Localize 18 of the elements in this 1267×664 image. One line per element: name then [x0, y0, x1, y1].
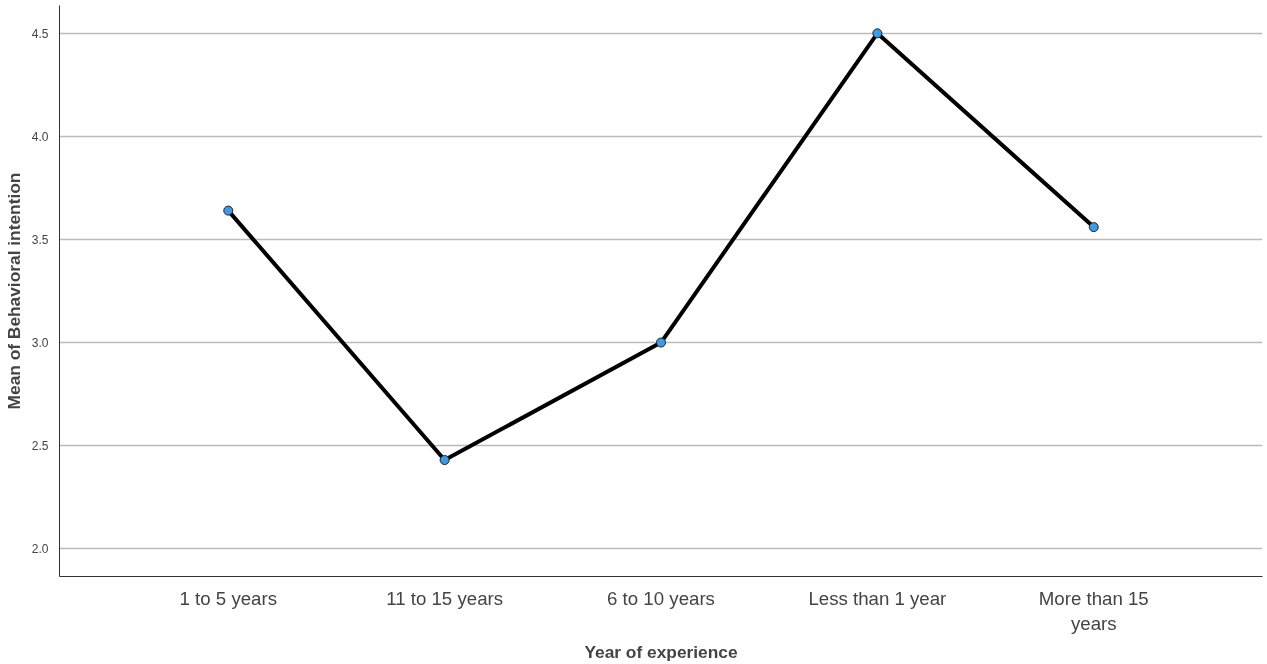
y-tick-label: 4.5 — [31, 26, 49, 41]
point — [439, 455, 450, 466]
y-tick-label: 2.0 — [31, 542, 49, 557]
point — [872, 28, 883, 39]
x-tick-label: 6 to 10 years — [607, 587, 715, 609]
x-tick-label: 11 to 15 years — [386, 587, 504, 609]
y-tick-label: 3.0 — [31, 336, 49, 351]
point — [223, 205, 234, 216]
point — [1088, 222, 1099, 233]
point — [656, 337, 666, 348]
y-tick-label: 4.0 — [31, 129, 49, 144]
x-tick-label: More than 15 years — [1038, 587, 1149, 634]
x-axis-title: Year of experience — [584, 641, 738, 662]
x-tick-label: 1 to 5 years — [179, 587, 278, 609]
x-tick-label: Less than 1 year — [808, 587, 947, 609]
y-tick-label: 3.5 — [31, 232, 49, 247]
y-tick-label: 2.5 — [31, 439, 49, 454]
y-axis-title: Mean of Behavioral intention — [3, 172, 24, 410]
